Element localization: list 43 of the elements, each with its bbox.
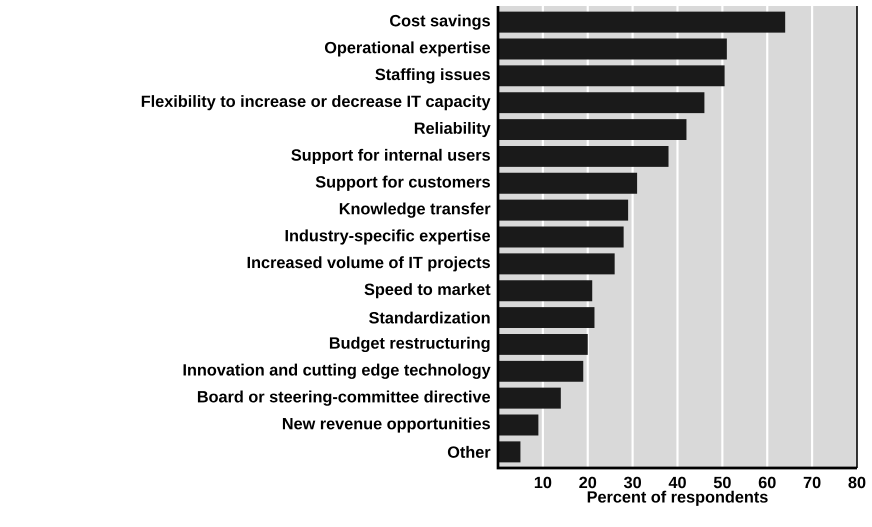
- x-tick-label: 20: [579, 476, 596, 488]
- x-tick-label: 60: [758, 476, 776, 488]
- bar: [498, 172, 638, 194]
- bar: [498, 360, 584, 382]
- x-tick-label: 40: [668, 476, 686, 488]
- y-tick-label: Operational expertise: [324, 41, 490, 57]
- bar: [498, 146, 669, 167]
- y-tick-label: Flexibility to increase or decrease IT capacity: [142, 95, 491, 110]
- y-tick-label: Increased volume of IT projects: [248, 256, 490, 272]
- bar: [498, 253, 615, 274]
- y-tick-label: Board or steering-committee directive: [198, 390, 490, 406]
- y-tick-label: Standardization: [369, 312, 490, 324]
- bar: [498, 119, 686, 140]
- y-tick-label: Other: [448, 446, 490, 458]
- y-tick-label: Support for internal users: [291, 148, 490, 164]
- y-tick-label: Cost savings: [390, 14, 490, 30]
- y-tick-label: Staffing issues: [375, 68, 490, 84]
- x-tick-label: 10: [534, 476, 552, 488]
- y-tick-label: Support for customers: [316, 176, 490, 191]
- bar: [498, 200, 628, 221]
- bar: [498, 280, 592, 302]
- bar: [498, 307, 594, 328]
- x-tick-label: 50: [714, 476, 731, 488]
- x-axis-title: Percent of respondents: [588, 490, 768, 506]
- bar: [498, 65, 725, 86]
- bar: [498, 334, 588, 355]
- bar: [498, 441, 520, 462]
- bar: [498, 388, 561, 409]
- x-tick-label: 30: [624, 476, 641, 488]
- bar: [498, 92, 704, 114]
- x-tick-label: 70: [804, 476, 820, 488]
- bar: [498, 414, 538, 436]
- bar: [498, 38, 727, 60]
- y-tick-label: Reliability: [414, 122, 491, 138]
- y-tick-label: Budget restructuring: [330, 336, 490, 352]
- x-tick-label: 80: [848, 476, 866, 488]
- bar: [498, 226, 624, 248]
- y-tick-label: Knowledge transfer: [340, 202, 490, 218]
- bar: [498, 12, 786, 33]
- y-tick-label: New revenue opportunities: [282, 417, 490, 433]
- y-tick-label: Industry-specific expertise: [286, 229, 490, 245]
- y-tick-label: Innovation and cutting edge technology: [184, 364, 491, 379]
- y-tick-label: Speed to market: [364, 283, 490, 298]
